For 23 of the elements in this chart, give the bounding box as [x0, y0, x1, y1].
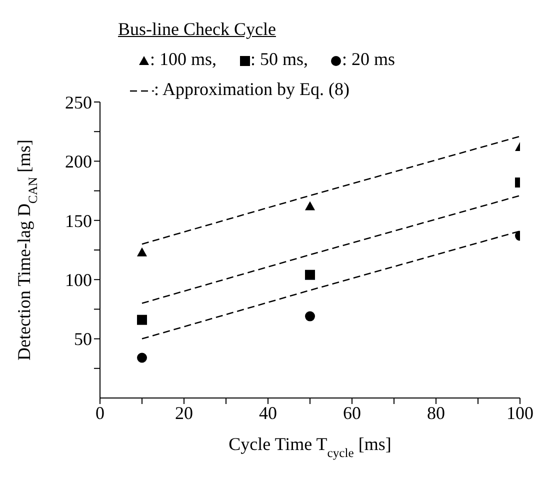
legend-label: : 20 ms	[342, 49, 396, 69]
y-tick-label: 100	[65, 270, 92, 290]
y-tick-label: 50	[74, 329, 92, 350]
point	[137, 352, 147, 363]
y-tick-label: 250	[65, 92, 92, 112]
x-tick-label: 60	[343, 402, 361, 423]
legend-label: : Approximation by Eq. (8)	[154, 79, 350, 99]
point	[305, 201, 315, 210]
x-tick-label: 40	[259, 402, 277, 423]
x-tick-label: 20	[175, 402, 193, 423]
legend-label: : 100 ms,	[150, 49, 217, 69]
x-tick-label: 100	[506, 402, 534, 423]
point	[137, 314, 147, 325]
point	[305, 270, 315, 280]
x-tick-label: 80	[427, 402, 445, 423]
legend-title: Bus-line Check Cycle	[118, 18, 277, 41]
point	[137, 247, 147, 256]
y-tick-label: 200	[65, 152, 92, 172]
x-axis-title: Cycle Time T$_{cycle}$ [ms]	[228, 434, 392, 460]
legend-label: : 50 ms,	[250, 49, 308, 69]
point	[305, 311, 315, 322]
y-tick-label: 150	[65, 210, 92, 231]
x-tick-label: 0	[96, 402, 104, 423]
